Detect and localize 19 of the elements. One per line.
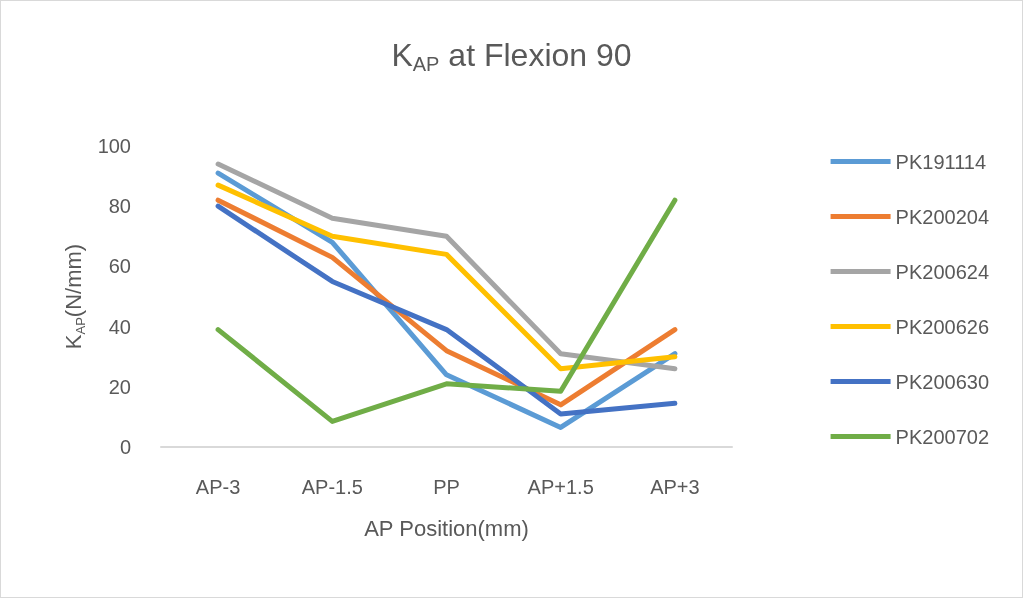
x-tick-label: AP+1.5 [527,476,594,498]
legend-label: PK200630 [895,370,989,393]
x-tick-label: PP [433,476,460,498]
y-tick-label: 60 [108,255,131,278]
legend-label: PK191114 [895,150,987,173]
legend-label: PK200626 [895,315,989,338]
y-tick-label: 20 [108,375,131,398]
y-tick-label: 0 [119,436,131,458]
legend-label: PK200702 [895,425,989,448]
x-tick-label: AP-1.5 [301,476,363,498]
y-tick-label: 80 [108,195,131,218]
x-tick-label: AP+3 [650,476,700,498]
x-axis-title: AP Position(mm) [364,515,529,541]
y-tick-label: 100 [97,135,131,157]
legend-label: PK200624 [895,260,989,283]
y-axis-title: KAP(N/mm) [60,243,88,350]
x-tick-label: AP-3 [195,476,241,498]
y-tick-label: 40 [108,315,131,338]
legend-label: PK200204 [895,205,989,228]
